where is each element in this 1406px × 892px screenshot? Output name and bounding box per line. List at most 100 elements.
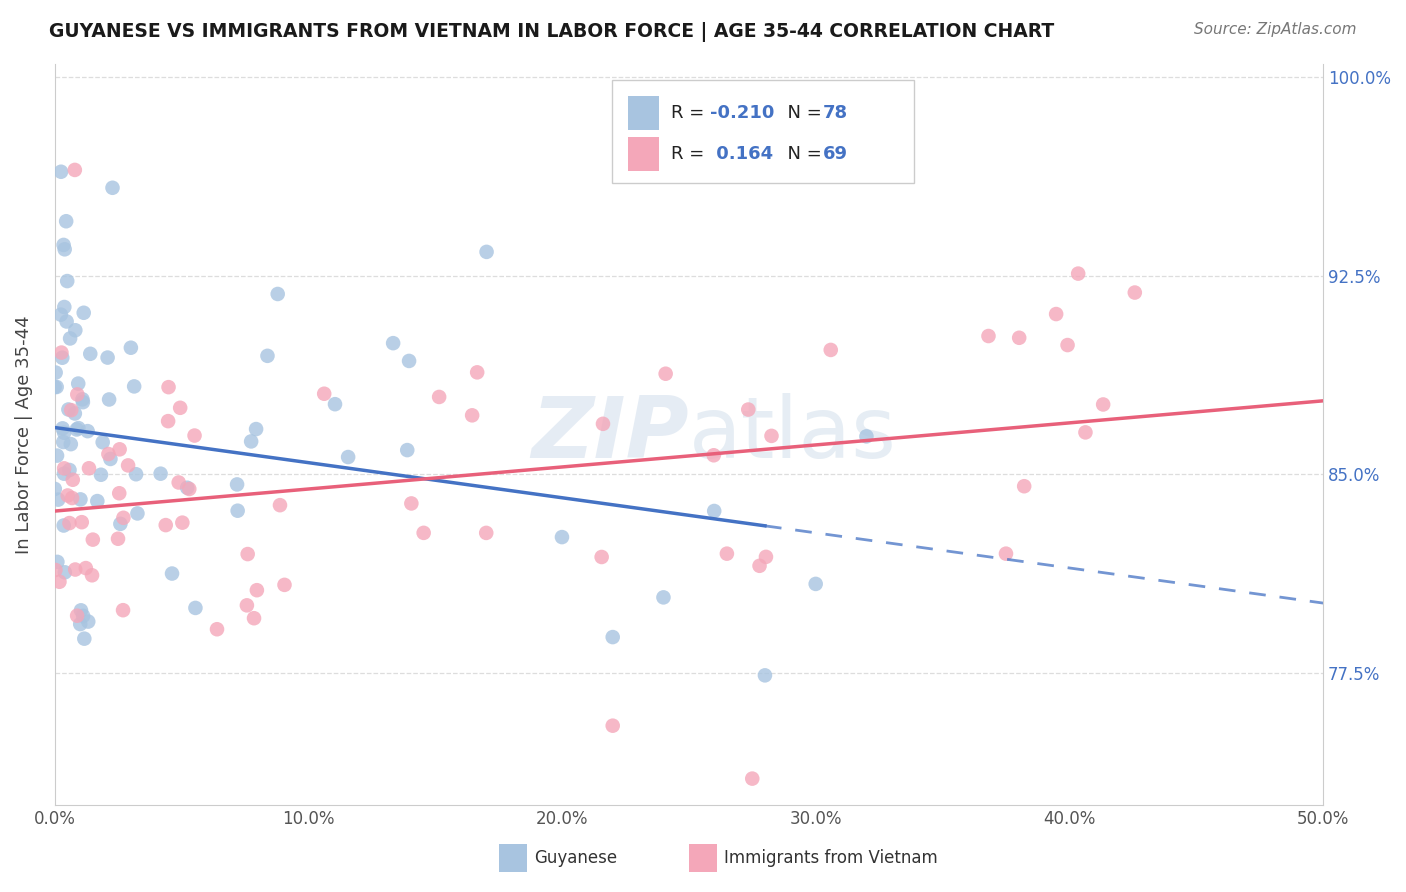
Point	[45, 380, 67, 394]
Point	[53, 461, 76, 475]
Point	[160, 566, 183, 581]
Point	[994, 547, 1017, 561]
Point	[76, 424, 98, 438]
Point	[53, 566, 76, 580]
Point	[91, 435, 114, 450]
Point	[269, 498, 291, 512]
Point	[67, 376, 90, 391]
Point	[591, 549, 613, 564]
Point	[72, 395, 94, 409]
Point	[49, 165, 72, 179]
Y-axis label: In Labor Force | Age 35-44: In Labor Force | Age 35-44	[15, 315, 32, 554]
Point	[66, 422, 89, 436]
Point	[117, 458, 139, 473]
Point	[273, 578, 295, 592]
Point	[179, 482, 201, 496]
Point	[56, 274, 79, 288]
Point	[155, 518, 177, 533]
Point	[48, 574, 70, 589]
Point	[465, 365, 488, 379]
Point	[58, 463, 80, 477]
Point	[51, 345, 73, 359]
Text: 0.164: 0.164	[710, 145, 773, 163]
Point	[226, 504, 249, 518]
Point	[602, 719, 624, 733]
Point	[236, 599, 259, 613]
Point	[53, 243, 76, 257]
Point	[1056, 338, 1078, 352]
Point	[75, 561, 97, 575]
Point	[67, 421, 90, 435]
Point	[703, 504, 725, 518]
Point	[65, 323, 87, 337]
Point	[70, 515, 93, 529]
Point	[73, 306, 96, 320]
Point	[1012, 479, 1035, 493]
Point	[79, 347, 101, 361]
Point	[1067, 267, 1090, 281]
Point	[475, 244, 498, 259]
Point	[60, 403, 83, 417]
Point	[52, 518, 75, 533]
Point	[427, 390, 450, 404]
Point	[820, 343, 842, 357]
Point	[72, 608, 94, 623]
Point	[1074, 425, 1097, 440]
Text: R =: R =	[671, 104, 710, 122]
Point	[654, 367, 676, 381]
Point	[112, 603, 135, 617]
Point	[245, 422, 267, 436]
Point	[855, 429, 877, 443]
Point	[1045, 307, 1067, 321]
Point	[98, 392, 121, 407]
Point	[53, 300, 76, 314]
Point	[101, 181, 124, 195]
Point	[108, 486, 131, 500]
Point	[1092, 397, 1115, 411]
Point	[157, 414, 180, 428]
Point	[46, 449, 69, 463]
Text: Immigrants from Vietnam: Immigrants from Vietnam	[724, 849, 938, 867]
Point	[167, 475, 190, 490]
Text: GUYANESE VS IMMIGRANTS FROM VIETNAM IN LABOR FORCE | AGE 35-44 CORRELATION CHART: GUYANESE VS IMMIGRANTS FROM VIETNAM IN L…	[49, 22, 1054, 42]
Text: N =: N =	[776, 145, 828, 163]
Point	[551, 530, 574, 544]
Point	[46, 492, 69, 507]
Point	[58, 402, 80, 417]
Point	[51, 421, 73, 435]
Text: -0.210: -0.210	[710, 104, 775, 122]
Point	[737, 402, 759, 417]
Point	[652, 591, 675, 605]
Point	[754, 668, 776, 682]
Point	[90, 467, 112, 482]
Point	[267, 287, 290, 301]
Point	[70, 603, 93, 617]
Point	[337, 450, 360, 464]
Point	[46, 555, 69, 569]
Point	[66, 387, 89, 401]
Point	[256, 349, 278, 363]
Point	[236, 547, 259, 561]
Point	[205, 622, 228, 636]
Point	[226, 477, 249, 491]
Point	[53, 467, 76, 481]
Point	[475, 525, 498, 540]
Point	[323, 397, 346, 411]
Point	[45, 366, 67, 380]
Point	[1008, 331, 1031, 345]
Point	[122, 379, 145, 393]
Point	[157, 380, 180, 394]
Point	[401, 496, 423, 510]
Point	[56, 488, 79, 502]
Text: atlas: atlas	[689, 393, 897, 476]
Point	[97, 351, 120, 365]
Point	[58, 516, 80, 530]
Text: Source: ZipAtlas.com: Source: ZipAtlas.com	[1194, 22, 1357, 37]
Point	[77, 461, 100, 475]
Text: 69: 69	[823, 145, 848, 163]
Point	[977, 329, 1000, 343]
Point	[62, 473, 84, 487]
Point	[65, 562, 87, 576]
Point	[53, 425, 76, 440]
Text: Guyanese: Guyanese	[534, 849, 617, 867]
